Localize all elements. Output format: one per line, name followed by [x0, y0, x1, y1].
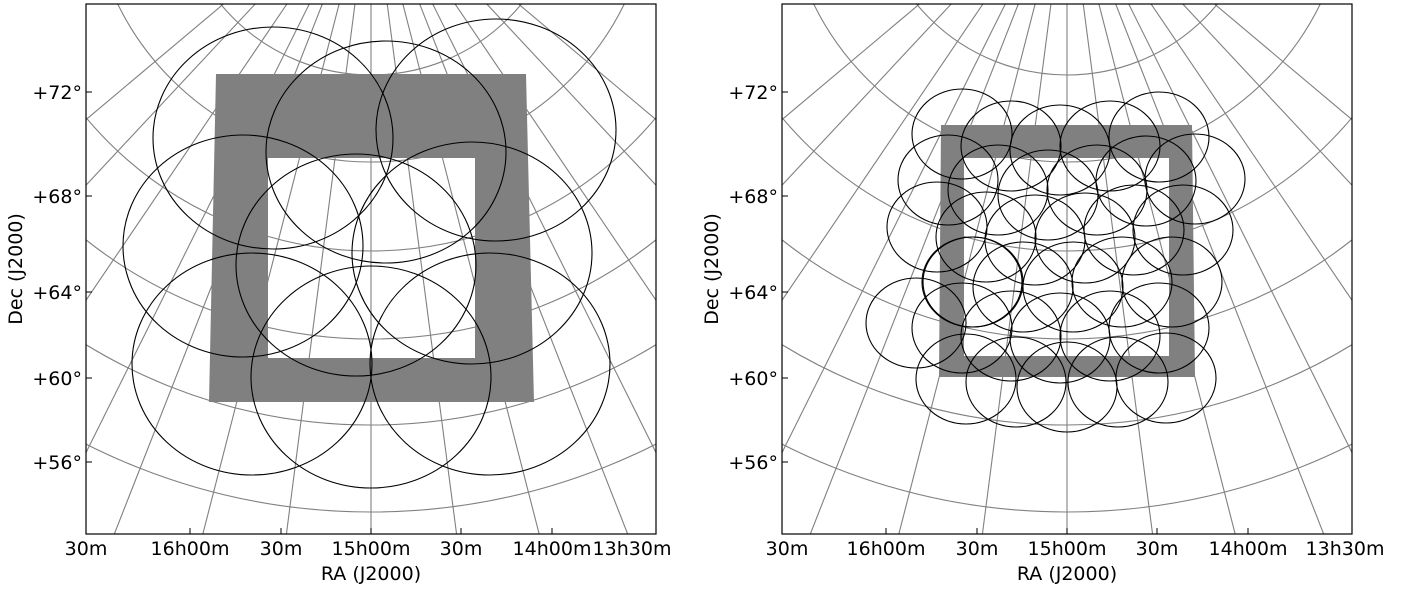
left-panel: 30m 16h00m 30m 15h00m 30m 14h00m 13h30m … — [5, 3, 672, 585]
left-pointing-circle — [122, 134, 364, 358]
left-pointing-circle — [351, 141, 593, 365]
right-pointing-circle — [965, 336, 1067, 428]
left-dec-tick-label: +68° — [32, 186, 82, 208]
right-survey-frame — [939, 125, 1195, 377]
left-y-axis-title: Dec (J2000) — [5, 213, 27, 325]
right-pointing-circle — [911, 88, 1013, 180]
right-ra-tick-label: 30m — [766, 538, 809, 560]
right-pointing-circle — [915, 333, 1017, 425]
right-pointings — [865, 88, 1246, 433]
left-dec-tick-label: +72° — [32, 82, 82, 104]
right-plot-area — [782, 4, 1352, 534]
left-ra-line — [419, 4, 629, 534]
right-ticks — [781, 91, 1353, 534]
left-ra-line — [454, 4, 656, 302]
right-ra-line — [1115, 4, 1325, 534]
left-ra-tick-label: 30m — [440, 538, 483, 560]
right-ra-line — [782, 4, 1006, 454]
left-ra-line — [86, 4, 310, 454]
left-pointing-circle — [235, 153, 477, 377]
right-panel: 30m 16h00m 30m 15h00m 30m 14h00m 13h30m … — [701, 3, 1385, 585]
right-pointing-circle — [1121, 236, 1223, 328]
right-dec-tick-label: +60° — [728, 368, 778, 390]
left-pointings — [122, 18, 617, 489]
left-ra-line — [386, 4, 458, 534]
left-dec-tick-label: +60° — [32, 368, 82, 390]
left-pointing-circle — [152, 26, 394, 250]
right-pointing-circle — [1132, 184, 1234, 276]
right-pointing-circle — [921, 236, 1023, 328]
left-pointing-circle — [265, 40, 507, 264]
right-ra-line — [809, 4, 1019, 534]
left-pointing-circle — [369, 252, 611, 476]
right-ra-tick-label: 30m — [1136, 538, 1179, 560]
right-dec-tick-label: +68° — [728, 186, 778, 208]
right-ra-tick-label: 30m — [956, 538, 999, 560]
right-ra-line — [1150, 4, 1352, 302]
right-pointing-circle — [1115, 332, 1217, 424]
left-ra-tick-labels: 30m 16h00m 30m 15h00m 30m 14h00m 13h30m — [65, 538, 672, 560]
left-pointing-circle — [131, 252, 373, 476]
left-ra-line — [113, 4, 323, 534]
right-pointing-circle — [935, 191, 1037, 283]
left-pointing-circle — [375, 18, 617, 242]
right-ra-tick-labels: 30m 16h00m 30m 15h00m 30m 14h00m 13h30m — [766, 538, 1385, 560]
left-ra-tick-label: 13h30m — [593, 538, 672, 560]
right-pointing-circle — [972, 241, 1074, 333]
right-pointing-circle — [1095, 135, 1197, 227]
right-ra-line — [782, 4, 984, 302]
right-pointing-circle — [1071, 236, 1173, 328]
right-ra-tick-label: 16h00m — [847, 538, 926, 560]
right-dec-tick-label: +56° — [728, 452, 778, 474]
left-survey-frame — [209, 74, 534, 402]
right-dec-tick-labels: +72° +68° +64° +60° +56° — [728, 82, 778, 474]
left-ra-tick-label: 14h00m — [513, 538, 592, 560]
left-plot-area — [86, 4, 656, 534]
right-dec-tick-label: +72° — [728, 82, 778, 104]
left-ra-tick-label: 30m — [65, 538, 108, 560]
right-pointing-circle — [1108, 282, 1210, 374]
left-ra-line — [402, 4, 540, 534]
right-pointing-circle — [1083, 184, 1185, 276]
left-pointing-circle — [250, 265, 492, 489]
left-ra-tick-label: 16h00m — [151, 538, 230, 560]
right-pointing-circle — [1108, 91, 1210, 183]
left-ra-line — [285, 4, 356, 534]
right-ra-line — [981, 4, 1052, 534]
left-x-axis-title: RA (J2000) — [321, 563, 421, 585]
right-ra-line — [898, 4, 1036, 534]
right-ra-tick-label: 15h00m — [1028, 538, 1107, 560]
right-pointing-circle — [897, 134, 999, 226]
right-pointing-circle — [1067, 336, 1169, 428]
right-ra-line — [1098, 4, 1236, 534]
right-pointing-circle — [960, 100, 1062, 192]
left-ra-tick-label: 15h00m — [332, 538, 411, 560]
right-pointing-circle — [960, 290, 1062, 382]
right-ra-tick-label: 13h30m — [1306, 538, 1385, 560]
left-dec-tick-labels: +72° +68° +64° +60° +56° — [32, 82, 82, 474]
right-y-axis-title: Dec (J2000) — [701, 213, 723, 325]
right-x-axis-title: RA (J2000) — [1017, 563, 1117, 585]
right-pointing-circle — [865, 277, 967, 369]
right-ra-line — [1128, 4, 1352, 454]
right-pointing-circle — [1022, 241, 1124, 333]
right-ra-line — [1082, 4, 1154, 534]
left-ra-tick-label: 30m — [260, 538, 303, 560]
right-pointing-circle — [947, 144, 1049, 236]
left-dec-tick-label: +64° — [32, 282, 82, 304]
left-ra-line — [86, 4, 288, 302]
left-ticks — [85, 91, 657, 534]
right-dec-tick-label: +64° — [728, 282, 778, 304]
right-pointing-circle — [911, 282, 1013, 374]
right-pointing-circle — [1046, 144, 1148, 236]
left-ra-line — [432, 4, 656, 454]
right-pointing-circle — [1144, 133, 1246, 225]
left-dec-tick-label: +56° — [32, 452, 82, 474]
right-pointing-circle — [1059, 290, 1161, 382]
right-ra-tick-label: 14h00m — [1209, 538, 1288, 560]
